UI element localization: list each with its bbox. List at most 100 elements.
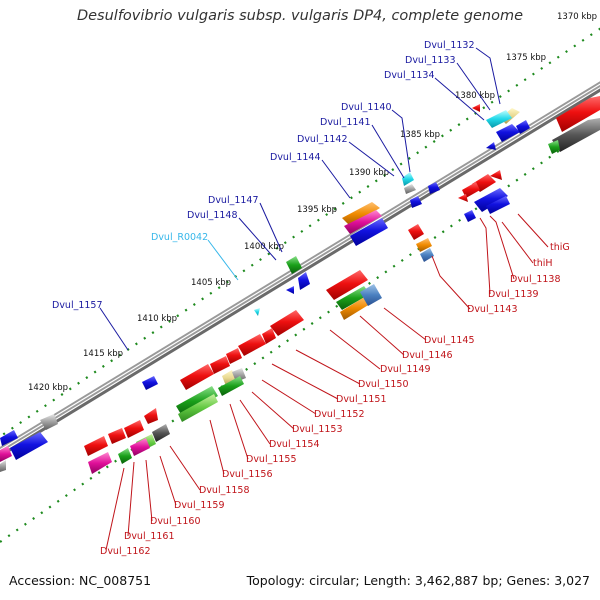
gene-arrow xyxy=(254,308,260,316)
gene-arrow xyxy=(458,194,468,202)
gene-arrow xyxy=(0,430,18,446)
gene-arrow xyxy=(420,248,434,262)
gene-label: Dvul_1139 xyxy=(488,289,539,300)
outer-tick-ring xyxy=(0,27,600,438)
gene-arrow xyxy=(486,110,512,128)
gene-label: Dvul_1134 xyxy=(384,70,435,81)
gene-label: Dvul_1160 xyxy=(150,516,201,527)
gene-arrow xyxy=(270,310,304,336)
tick-label: 1420 kbp xyxy=(28,383,68,393)
gene-arrow xyxy=(416,238,432,252)
tick-label: 1410 kbp xyxy=(137,314,177,324)
gene-label: Dvul_1153 xyxy=(292,424,343,435)
tick-label: 1390 kbp xyxy=(349,168,389,178)
gene-label: Dvul_1133 xyxy=(405,55,456,66)
gene-arrow xyxy=(298,272,310,290)
upper-strand-genes xyxy=(0,96,600,472)
gene-arrow xyxy=(516,120,530,134)
gene-arrow xyxy=(326,270,368,300)
tick-label: 1380 kbp xyxy=(455,91,495,101)
gene-label: Dvul_1162 xyxy=(100,546,151,557)
gene-arrow xyxy=(286,256,302,274)
gene-arrow xyxy=(548,140,560,154)
gene-label: Dvul_1140 xyxy=(341,102,392,113)
gene-arrow xyxy=(490,170,502,180)
gene-label: Dvul_1149 xyxy=(380,364,431,375)
gene-label: Dvul_1132 xyxy=(424,40,475,51)
gene-arrow xyxy=(210,356,230,374)
gene-arrow xyxy=(262,328,276,344)
gene-label: thiH xyxy=(533,258,553,269)
gene-arrow xyxy=(286,286,294,294)
gene-arrow xyxy=(108,428,126,444)
gene-label: Dvul_1143 xyxy=(467,304,518,315)
gene-label: Dvul_1146 xyxy=(402,350,453,361)
topology-text: Topology: circular; Length: 3,462,887 bp… xyxy=(246,573,590,588)
gene-arrow xyxy=(404,184,416,194)
gene-arrow xyxy=(238,334,266,356)
gene-label: Dvul_1151 xyxy=(336,394,387,405)
gene-arrow xyxy=(0,446,12,462)
accession-text: Accession: NC_008751 xyxy=(9,573,152,588)
gene-arrow xyxy=(474,188,508,212)
tick-label: 1385 kbp xyxy=(400,130,440,140)
gene-arrow xyxy=(178,394,218,422)
gene-labels: Dvul_1132 Dvul_1133 Dvul_1134 Dvul_1140 … xyxy=(52,40,570,557)
gene-arrow xyxy=(130,438,150,456)
gene-arrow xyxy=(486,196,510,214)
tick-label: 1375 kbp xyxy=(506,53,546,63)
gene-label: Dvul_1150 xyxy=(358,379,409,390)
gene-arrow xyxy=(124,420,144,438)
gene-label: Dvul_1141 xyxy=(320,117,371,128)
tick-label: 1395 kbp xyxy=(297,205,337,215)
gene-arrow xyxy=(84,436,108,456)
gene-arrow xyxy=(10,432,48,460)
gene-arrow xyxy=(142,376,158,390)
gene-arrow xyxy=(408,224,424,240)
gene-label: Dvul_1161 xyxy=(124,531,175,542)
gene-arrow xyxy=(88,452,112,474)
tick-label: 1405 kbp xyxy=(191,278,231,288)
gene-arrow xyxy=(0,460,6,472)
gene-arrow xyxy=(472,104,480,112)
gene-arrow xyxy=(486,142,496,150)
gene-arrow xyxy=(40,414,58,430)
gene-label: Dvul_1154 xyxy=(269,439,320,450)
gene-label: Dvul_1158 xyxy=(199,485,250,496)
gene-arrow xyxy=(350,218,388,246)
gene-arrow xyxy=(410,196,422,208)
gene-label: Dvul_1156 xyxy=(222,469,273,480)
gene-label: Dvul_1159 xyxy=(174,500,225,511)
gene-arrow xyxy=(464,210,476,222)
gene-label: Dvul_1138 xyxy=(510,274,561,285)
gene-arrow xyxy=(496,124,520,142)
gene-arrow xyxy=(402,172,414,186)
label-leader-lines xyxy=(99,47,549,551)
gene-label: Dvul_1144 xyxy=(270,152,321,163)
tick-labels: 1370 kbp 1375 kbp 1380 kbp 1385 kbp 1390… xyxy=(28,12,597,393)
gene-arrow xyxy=(428,182,440,194)
gene-arrow xyxy=(152,424,170,442)
gene-arrow xyxy=(180,364,214,390)
gene-arrow xyxy=(176,386,218,416)
tick-label: 1415 kbp xyxy=(83,349,123,359)
gene-label: Dvul_1145 xyxy=(424,335,475,346)
map-title: Desulfovibrio vulgaris subsp. vulgaris D… xyxy=(76,8,524,24)
gene-arrow xyxy=(556,96,600,132)
gene-label: Dvul_R0042 xyxy=(151,232,208,243)
gene-label: Dvul_1152 xyxy=(314,409,365,420)
gene-arrow xyxy=(144,408,158,424)
gene-arrow xyxy=(118,448,132,464)
gene-arrow xyxy=(340,296,370,320)
gene-arrow xyxy=(342,202,380,226)
gene-label: Dvul_1155 xyxy=(246,454,297,465)
gene-arrow xyxy=(552,118,600,152)
gene-label: thiG xyxy=(550,242,570,253)
gene-label: Dvul_1147 xyxy=(208,195,259,206)
gene-arrow xyxy=(344,210,382,234)
gene-arrow xyxy=(462,182,480,198)
inner-tick-ring xyxy=(0,120,600,543)
gene-label: Dvul_1157 xyxy=(52,300,103,311)
gene-label: Dvul_1148 xyxy=(187,210,238,221)
gene-label: Dvul_1142 xyxy=(297,134,348,145)
